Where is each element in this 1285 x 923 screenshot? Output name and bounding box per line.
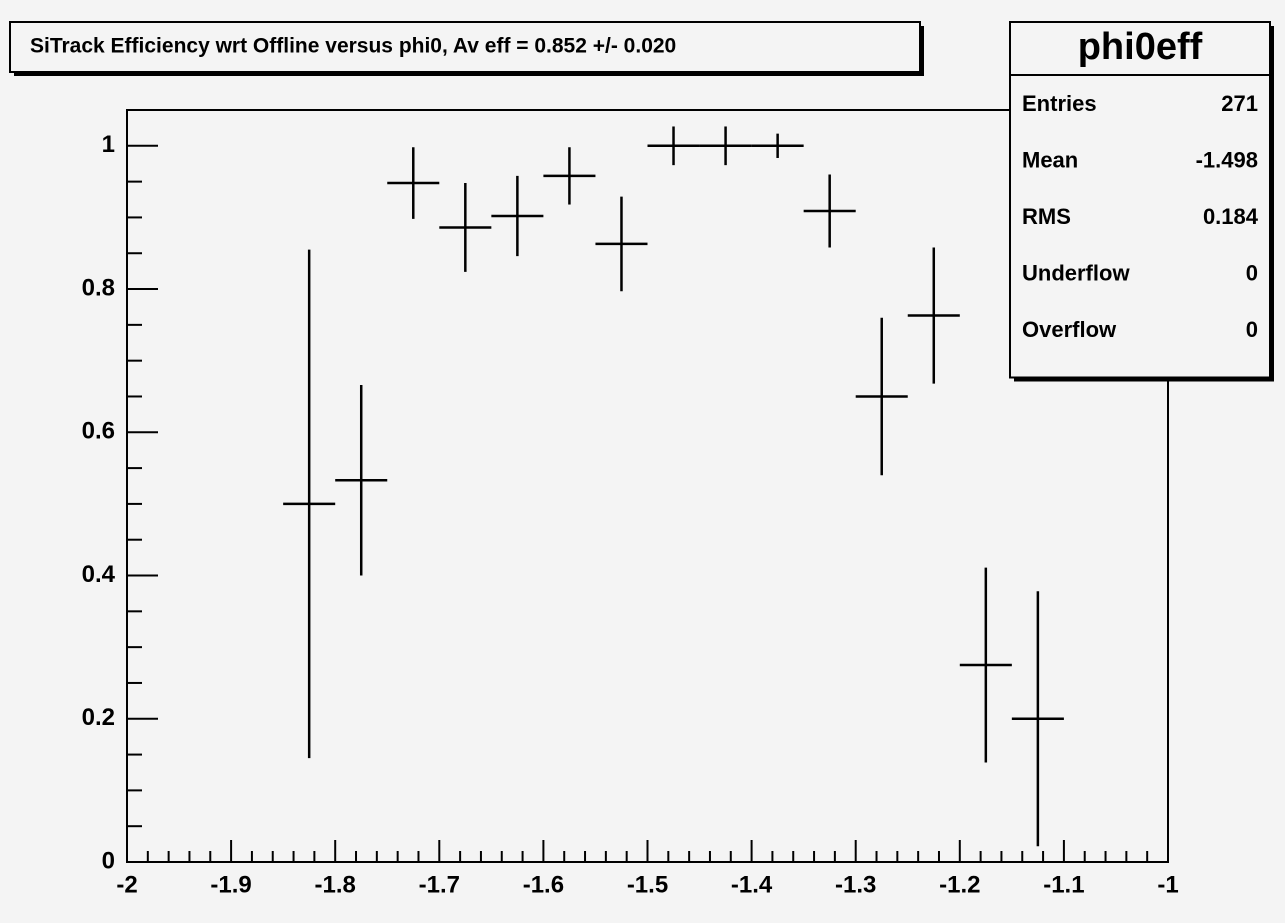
x-tick-label: -1.4 [731, 871, 773, 898]
stats-name: phi0eff [1078, 26, 1203, 68]
x-tick-label: -1.5 [627, 871, 668, 898]
stats-value: -1.498 [1196, 147, 1258, 172]
x-tick-label: -1 [1157, 871, 1178, 898]
title-box [9, 21, 921, 73]
x-tick-label: -2 [116, 871, 137, 898]
stats-label: RMS [1022, 204, 1071, 229]
stats-value: 0 [1246, 260, 1258, 285]
stats-value: 0 [1246, 317, 1258, 342]
stats-box [1009, 21, 1271, 379]
stats-value: 0.184 [1203, 204, 1259, 229]
y-tick-label: 1 [102, 131, 115, 158]
x-tick-label: -1.1 [1043, 871, 1084, 898]
x-tick-label: -1.3 [835, 871, 876, 898]
y-tick-label: 0.2 [82, 704, 115, 731]
y-tick-label: 0.6 [82, 418, 115, 445]
x-tick-label: -1.8 [315, 871, 356, 898]
stats-value: 271 [1221, 91, 1258, 116]
y-tick-label: 0 [102, 847, 115, 874]
x-tick-label: -1.2 [939, 871, 980, 898]
stats-label: Underflow [1022, 260, 1130, 285]
x-tick-label: -1.7 [419, 871, 460, 898]
stats-label: Mean [1022, 147, 1078, 172]
y-tick-label: 0.4 [82, 561, 116, 588]
stats-label: Overflow [1022, 317, 1117, 342]
x-tick-label: -1.6 [523, 871, 564, 898]
y-tick-label: 0.8 [82, 274, 115, 301]
chart-title: SiTrack Efficiency wrt Offline versus ph… [30, 35, 676, 58]
x-tick-label: -1.9 [210, 871, 251, 898]
stats-label: Entries [1022, 91, 1097, 116]
